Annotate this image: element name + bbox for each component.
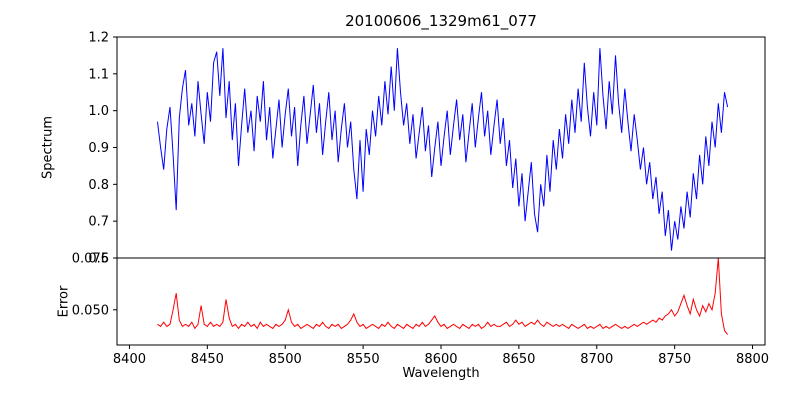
y-tick-label: 0.7 <box>88 215 109 230</box>
x-tick-label: 8500 <box>269 352 302 367</box>
chart-title: 20100606_1329m61_077 <box>345 12 537 30</box>
x-tick-label: 8550 <box>347 352 380 367</box>
spectrum-line <box>157 48 729 251</box>
x-tick-label: 8450 <box>191 352 224 367</box>
spectrum-ylabel: Spectrum <box>40 116 56 179</box>
spectrum-panel: 0.6 0.7 0.8 0.9 1.0 1.1 1.2 <box>88 31 766 267</box>
x-tick-label: 8400 <box>113 352 146 367</box>
error-line <box>157 257 728 335</box>
error-ylabel: Error <box>56 285 72 318</box>
y-tick-label: 0.8 <box>88 178 109 193</box>
y-tick-label: 0.075 <box>72 252 109 267</box>
y-tick-label: 0.9 <box>88 141 109 156</box>
x-axis: 8400 8450 8500 8550 8600 8650 8700 8750 8800 <box>113 345 769 367</box>
x-tick-label: 8650 <box>502 352 535 367</box>
x-tick-label: 8750 <box>658 352 691 367</box>
y-tick-label: 1.1 <box>88 67 109 82</box>
x-tick-label: 8600 <box>424 352 457 367</box>
spectrum-axes-spines <box>116 36 766 259</box>
y-tick-label: 1.0 <box>88 104 109 119</box>
x-tick-label: 8700 <box>580 352 613 367</box>
x-tick-label: 8800 <box>736 352 769 367</box>
y-tick-label: 1.2 <box>88 31 109 46</box>
y-tick-label: 0.050 <box>72 303 109 318</box>
error-axes-spines <box>116 257 766 346</box>
x-axis-label: Wavelength <box>402 366 480 381</box>
y-tick-label: 0.6 <box>88 252 109 267</box>
error-panel: 0.050 0.075 <box>72 252 766 346</box>
